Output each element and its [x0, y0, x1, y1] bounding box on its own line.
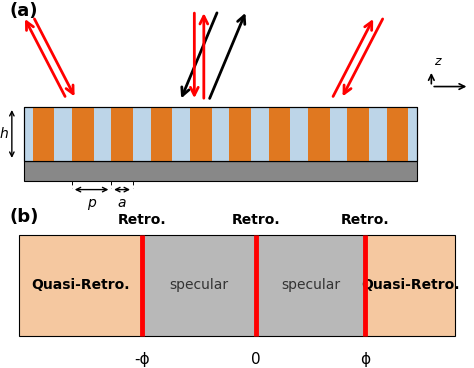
- Text: Retro.: Retro.: [118, 213, 166, 227]
- Text: Retro.: Retro.: [232, 213, 280, 227]
- Text: -ϕ: -ϕ: [135, 352, 150, 367]
- Bar: [387, 107, 408, 161]
- Text: 0: 0: [251, 352, 261, 367]
- Text: Quasi-Retro.: Quasi-Retro.: [361, 279, 459, 293]
- Bar: [151, 107, 172, 161]
- Text: Quasi-Retro.: Quasi-Retro.: [31, 279, 130, 293]
- Bar: [19, 235, 142, 336]
- Bar: [24, 161, 417, 181]
- Text: specular: specular: [170, 279, 228, 293]
- Text: p: p: [87, 196, 96, 210]
- Text: specular: specular: [281, 279, 340, 293]
- Text: (a): (a): [9, 2, 38, 20]
- Text: ϕ: ϕ: [360, 352, 370, 367]
- Bar: [33, 107, 54, 161]
- Bar: [269, 107, 290, 161]
- Bar: [347, 107, 369, 161]
- Bar: [142, 235, 365, 336]
- Bar: [24, 107, 417, 161]
- Bar: [190, 107, 211, 161]
- Text: a: a: [118, 196, 126, 210]
- Text: Retro.: Retro.: [341, 213, 389, 227]
- Bar: [365, 235, 455, 336]
- Text: z: z: [434, 55, 440, 68]
- Bar: [308, 107, 329, 161]
- Bar: [229, 107, 251, 161]
- Text: (b): (b): [9, 208, 39, 226]
- Text: h: h: [0, 127, 8, 141]
- Bar: [24, 107, 417, 161]
- Bar: [111, 107, 133, 161]
- Bar: [72, 107, 93, 161]
